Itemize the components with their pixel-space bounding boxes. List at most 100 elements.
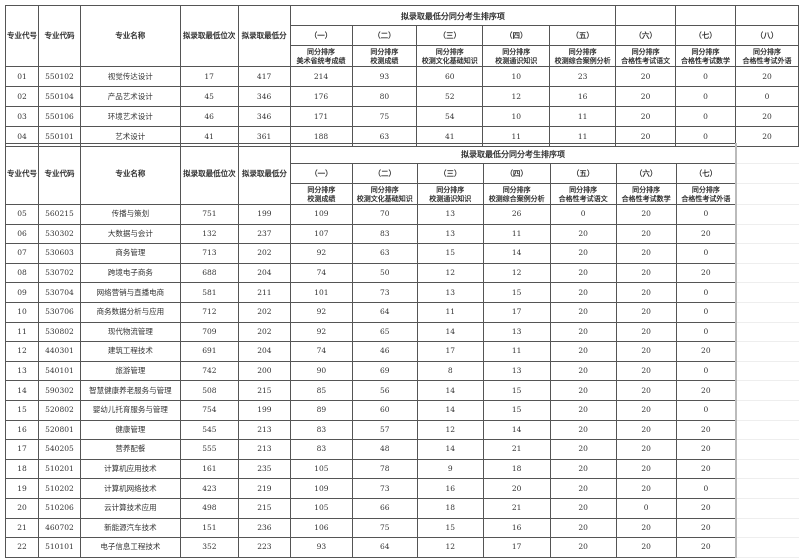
table-cell: 智慧健康养老服务与管理	[79, 380, 181, 401]
item-description: 同分排序 合格性考试外语	[675, 183, 737, 205]
table-cell: 219	[237, 478, 291, 499]
item-desc-text: 校测成绩	[370, 56, 399, 65]
table-cell: 20	[615, 106, 677, 127]
table-cell: 11	[482, 341, 551, 362]
table-cell: 101	[289, 282, 353, 303]
table-cell: 510201	[37, 458, 81, 480]
item-number: （二）	[351, 25, 418, 46]
table-cell: 10	[482, 106, 551, 127]
table-cell: 0	[734, 86, 799, 107]
table-cell: 13	[482, 321, 551, 343]
table-cell: 688	[179, 262, 239, 284]
table-cell: 0	[675, 478, 737, 499]
table-cell: 20	[615, 478, 677, 499]
table-cell: 550104	[37, 86, 81, 107]
table-cell: 15	[482, 282, 551, 303]
item-description: 同分排序 校测通识知识	[416, 183, 484, 205]
table-cell: 20	[549, 282, 617, 303]
table-cell: 20	[615, 86, 677, 107]
table-cell: 0	[675, 66, 736, 87]
table-cell: 530706	[37, 301, 81, 323]
table-cell: 17	[482, 537, 551, 558]
table-cell: 产品艺术设计	[79, 86, 181, 107]
table-cell: 520802	[37, 399, 81, 421]
table-cell: 0	[615, 497, 677, 519]
item-description: 同分排序 合格性考试数学	[675, 45, 736, 67]
table-cell: 9	[416, 458, 484, 480]
table-cell: 460702	[37, 517, 81, 539]
item-desc-text: 美术省统考成绩	[296, 56, 346, 65]
table-cell: 11	[482, 223, 551, 245]
table-cell: 20	[615, 243, 677, 264]
table-cell: 健康管理	[79, 419, 181, 441]
table-cell: 20	[549, 380, 617, 401]
table-row: 04 550101 艺术设计 41 361 188 63 41 11 11 20 0 20	[5, 126, 799, 147]
item-description: 同分排序 校测通识知识	[482, 45, 551, 67]
table-cell: 223	[237, 537, 291, 558]
table-cell: 云计算技术应用	[79, 497, 181, 519]
table-cell: 大数据与会计	[79, 223, 181, 245]
table-cell: 199	[237, 204, 291, 225]
table-cell: 20	[675, 341, 737, 362]
item-number: （二）	[351, 163, 418, 184]
table-cell: 50	[351, 262, 418, 284]
empty-cell	[735, 380, 799, 401]
table-cell: 200	[237, 360, 291, 382]
table-cell: 60	[416, 66, 484, 87]
group-title: 拟录取最低分同分考生排序项	[289, 143, 737, 164]
table-cell: 712	[179, 301, 239, 323]
table-cell: 20	[734, 106, 799, 127]
tie-prefix: 同分排序	[631, 47, 660, 56]
table-cell: 现代物流管理	[79, 321, 181, 343]
header-code: 专业代码	[37, 5, 81, 67]
item-desc-text: 校测文化基础知识	[421, 56, 478, 65]
table-cell: 16	[5, 419, 39, 441]
table-cell: 07	[5, 243, 39, 264]
table-cell: 109	[289, 478, 353, 499]
table-cell: 15	[416, 517, 484, 539]
table-cell: 510206	[37, 497, 81, 519]
table-cell: 商务管理	[79, 243, 181, 264]
table-cell: 20	[615, 419, 677, 441]
table-cell: 581	[179, 282, 239, 303]
table-cell: 0	[675, 282, 737, 303]
table-cell: 0	[675, 86, 736, 107]
table-cell: 20	[549, 262, 617, 284]
table-cell: 236	[237, 517, 291, 539]
table-cell: 550102	[37, 66, 81, 87]
table-cell: 09	[5, 282, 39, 303]
table-row: 21 460702 新能源汽车技术 151 236 106 75 15 16 20 20 20	[5, 517, 799, 539]
table-cell: 17	[416, 341, 484, 362]
table-cell: 电子信息工程技术	[79, 537, 181, 558]
table-cell: 171	[289, 106, 353, 127]
table-cell: 45	[179, 86, 239, 107]
table-cell: 530704	[37, 282, 81, 303]
empty-cell	[735, 459, 799, 480]
table-cell: 22	[5, 537, 39, 558]
table-cell: 510101	[37, 537, 81, 558]
table-cell: 199	[237, 399, 291, 421]
table-cell: 12	[416, 262, 484, 284]
table-row: 08 530702 跨境电子商务 688 204 74 50 12 12 20 20 20	[5, 262, 799, 284]
table-cell: 14	[5, 380, 39, 401]
table-cell: 03	[5, 106, 39, 127]
table-cell: 83	[351, 223, 418, 245]
table-row: 12 440301 建筑工程技术 691 204 74 46 17 11 20 20 20	[5, 341, 799, 362]
header-seq: 专业代号	[5, 5, 39, 67]
table-cell: 计算机应用技术	[79, 458, 181, 480]
table-row: 19 510202 计算机网络技术 423 219 109 73 16 20 20 20 0	[5, 478, 799, 499]
table-cell: 21	[482, 439, 551, 460]
item-number: （七）	[675, 25, 736, 46]
table-cell: 66	[351, 497, 418, 519]
empty-cell	[734, 5, 799, 26]
header-score: 拟录取最低分	[237, 143, 291, 205]
table-cell: 20	[675, 517, 737, 539]
header-name: 专业名称	[79, 5, 181, 67]
table-cell: 15	[5, 399, 39, 421]
item-description: 同分排序 校测综合案例分析	[482, 183, 551, 205]
table-cell: 18	[416, 497, 484, 519]
item-desc-text: 校测综合案例分析	[554, 56, 611, 65]
header-rank: 拟录取最低位次	[179, 143, 239, 205]
table-cell: 16	[549, 86, 617, 107]
empty-cell	[735, 163, 799, 184]
